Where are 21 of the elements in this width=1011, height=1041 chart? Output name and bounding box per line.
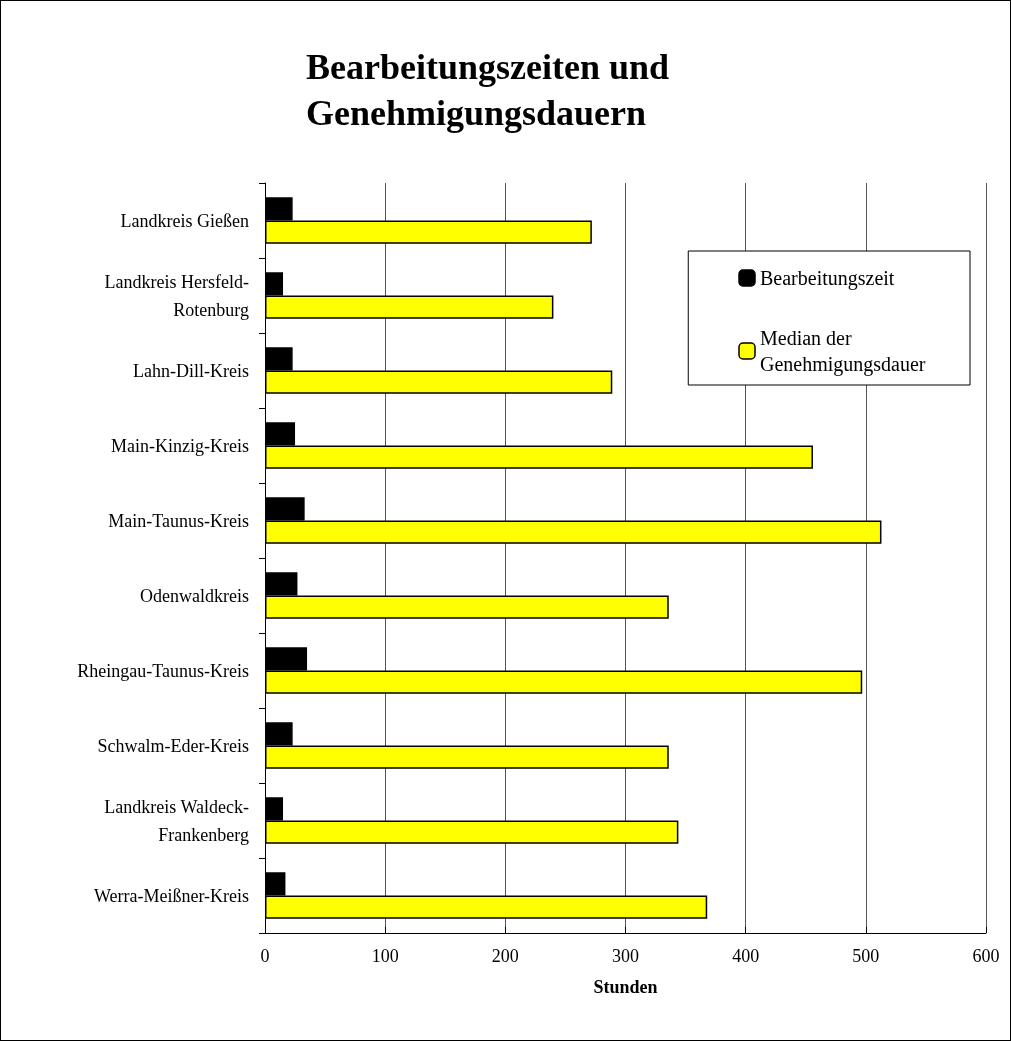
legend-label: Median der Genehmigungsdauer: [760, 327, 926, 376]
y-tick-label: Schwalm-Eder-Kreis: [97, 735, 249, 756]
y-tick-label: Main-Kinzig-Kreis: [111, 435, 249, 456]
x-tick-label: 500: [852, 946, 880, 966]
y-tick-label: Landkreis Waldeck-Frankenberg: [104, 796, 249, 845]
x-tick-label: 600: [972, 946, 1000, 966]
x-tick-label: 100: [371, 946, 399, 966]
y-tick-label: Landkreis Hersfeld-Rotenburg: [104, 271, 249, 320]
y-tick-label: Rheingau-Taunus-Kreis: [77, 660, 249, 681]
x-tick-label: 200: [491, 946, 519, 966]
x-tick-label: 0: [260, 946, 270, 966]
y-tick-label: Odenwaldkreis: [140, 585, 249, 606]
y-tick-label: Main-Taunus-Kreis: [108, 510, 249, 531]
y-tick-label: Lahn-Dill-Kreis: [133, 360, 249, 381]
y-tick-label: Werra-Meißner-Kreis: [93, 885, 249, 906]
x-tick-label: 400: [732, 946, 760, 966]
y-tick-label: Landkreis Gießen: [120, 210, 249, 231]
x-tick-label: 300: [612, 946, 639, 966]
x-axis-title: Stunden: [593, 977, 658, 997]
legend-label: Bearbeitungszeit: [760, 267, 895, 290]
chart-title: Bearbeitungszeiten und Genehmigungsdauern: [306, 47, 679, 133]
